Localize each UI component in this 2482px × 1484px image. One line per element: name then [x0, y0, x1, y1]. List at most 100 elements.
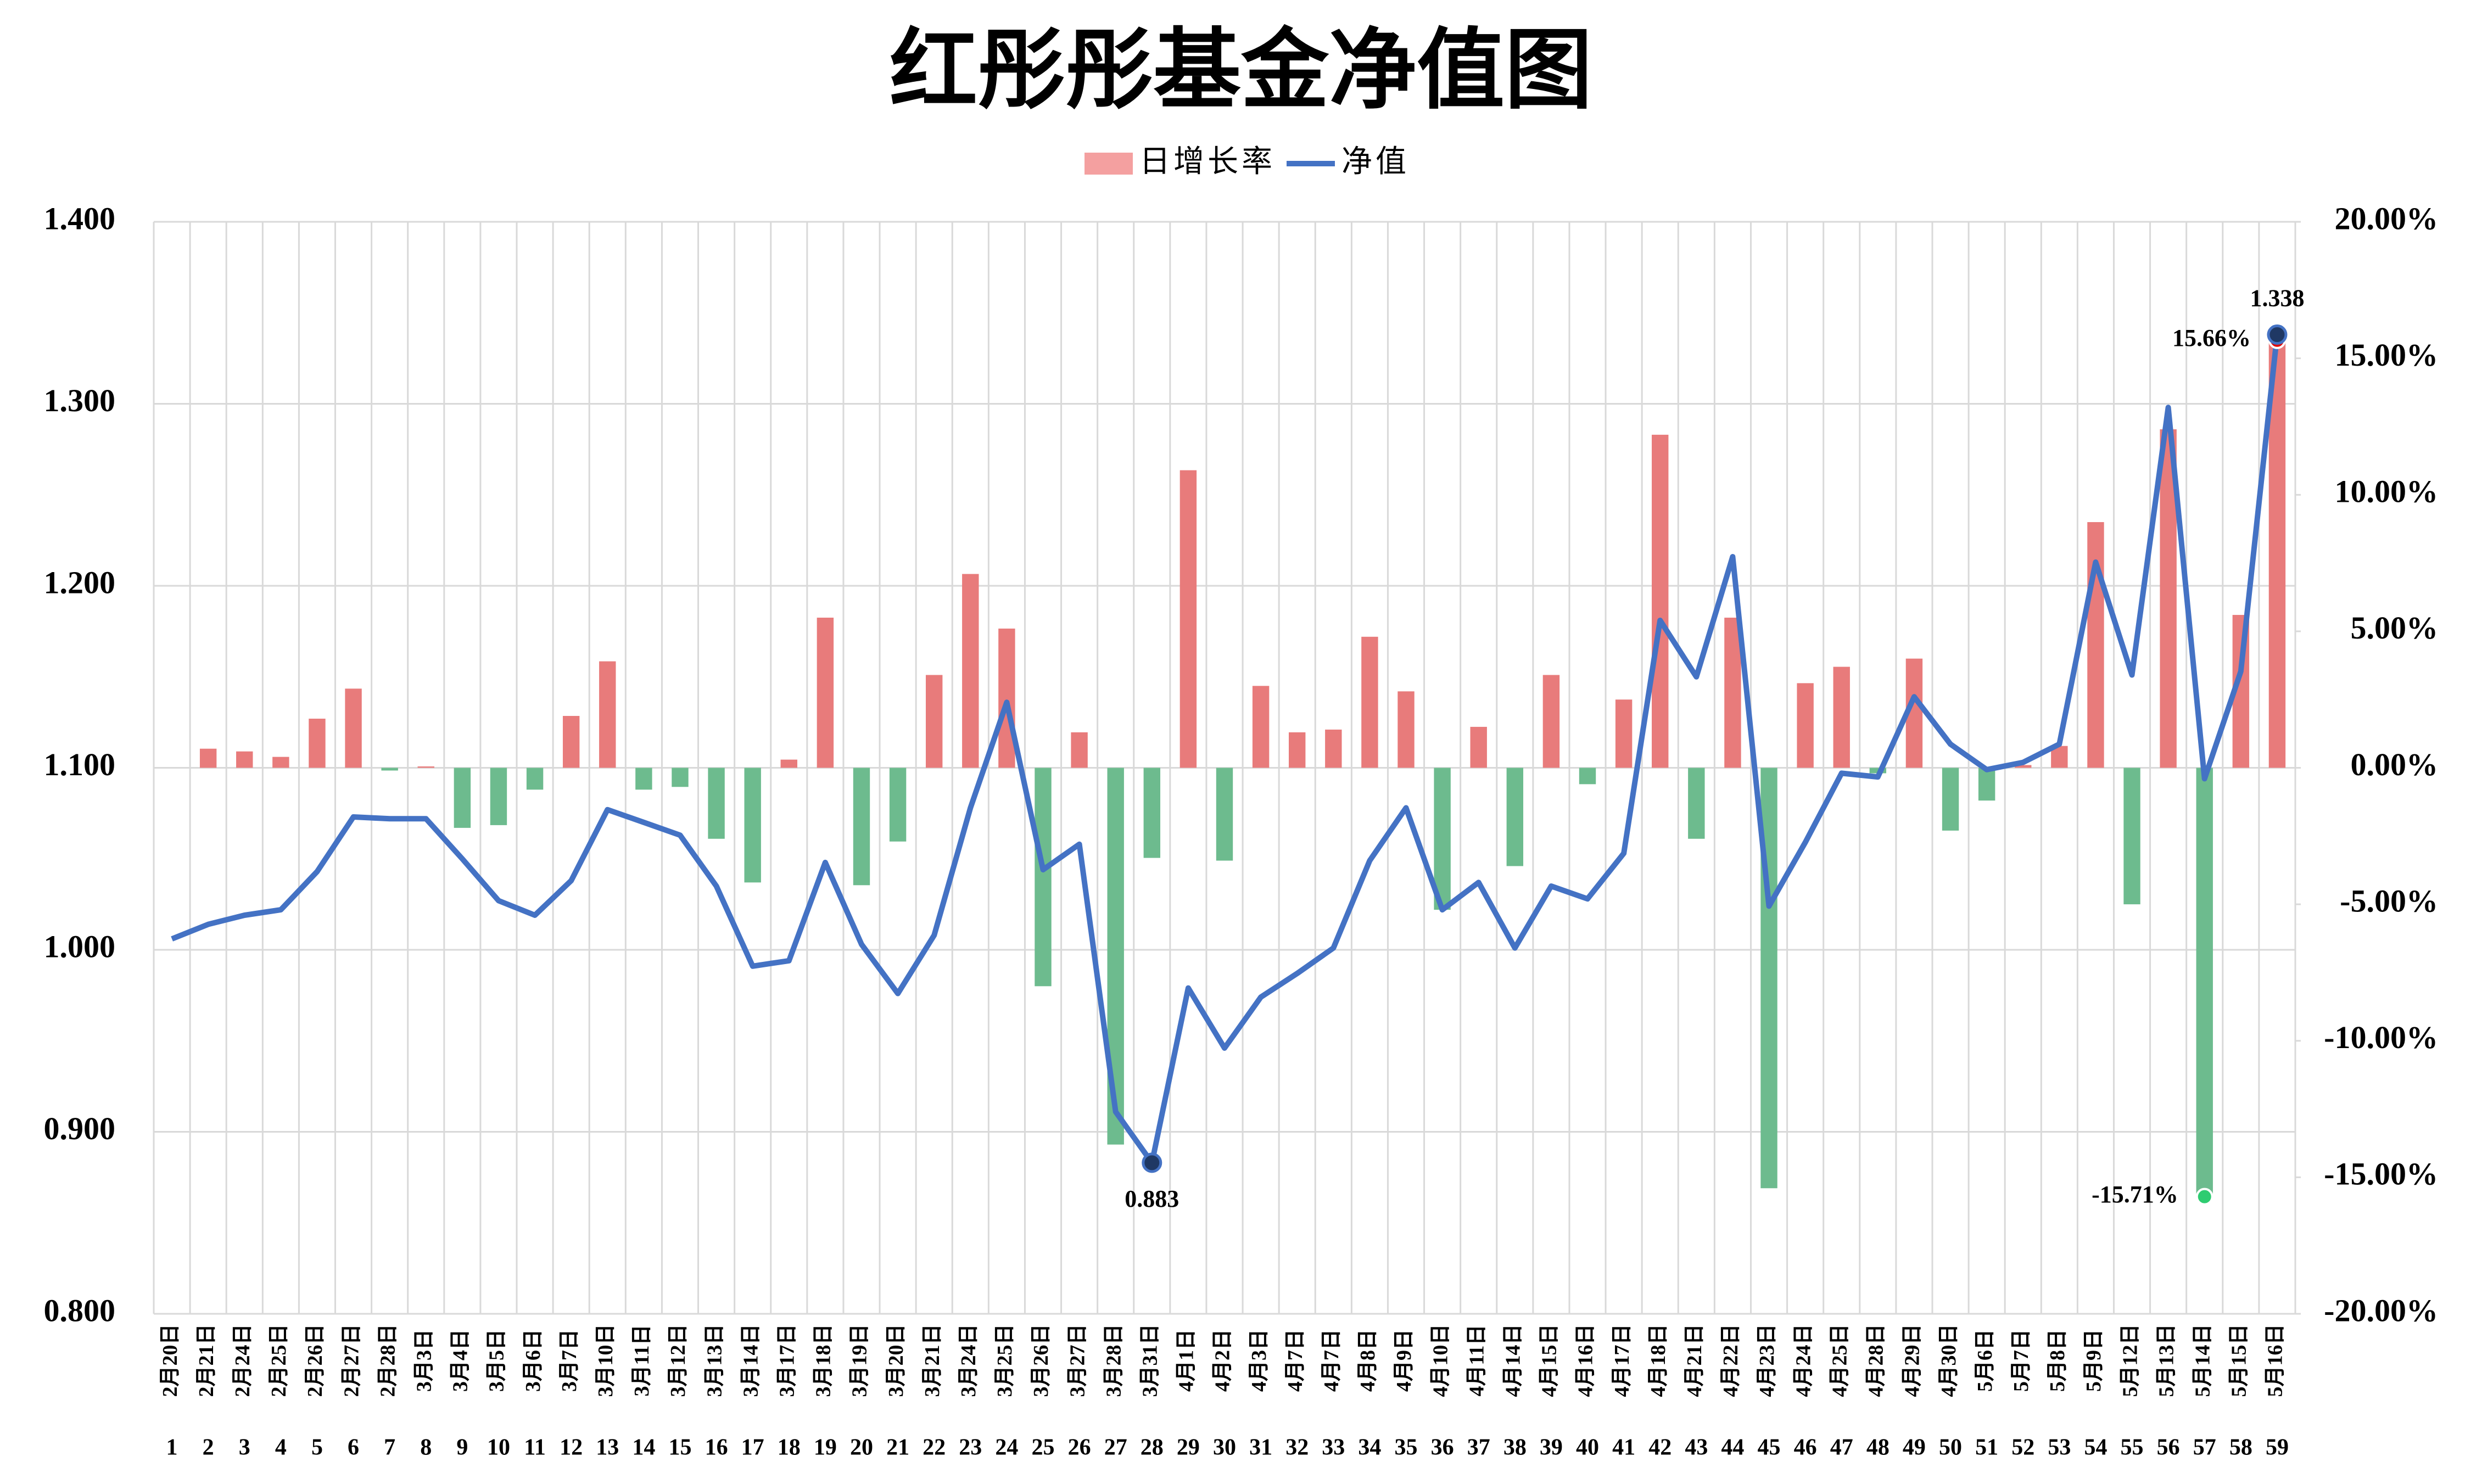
- x-index-label: 44: [1721, 1435, 1744, 1460]
- point-marker: [2195, 1188, 2213, 1206]
- x-index-label: 54: [2084, 1435, 2107, 1460]
- x-tick-label: 3月31日: [1139, 1324, 1162, 1397]
- x-tick-label: 3月7日: [558, 1329, 581, 1392]
- x-tick-label: 2月20日: [159, 1324, 182, 1397]
- x-tick-label: 4月16日: [1574, 1324, 1597, 1397]
- bar: [1252, 686, 1270, 768]
- x-tick-label: 3月12日: [667, 1324, 690, 1397]
- x-index-label: 9: [456, 1435, 468, 1460]
- x-index-label: 51: [1975, 1435, 1998, 1460]
- x-index-label: 33: [1322, 1435, 1345, 1460]
- bar: [1978, 768, 1995, 801]
- x-index-label: 5: [311, 1435, 323, 1460]
- bar: [1361, 636, 1378, 768]
- bar: [817, 618, 834, 768]
- x-index-label: 56: [2157, 1435, 2180, 1460]
- bar: [1833, 667, 1850, 768]
- x-tick-label: 3月21日: [921, 1324, 944, 1397]
- x-tick-label: 3月18日: [812, 1324, 835, 1397]
- x-index-label: 16: [705, 1435, 728, 1460]
- x-tick-label: 5月6日: [1974, 1329, 1997, 1392]
- x-index-label: 35: [1395, 1435, 1418, 1460]
- x-index-label: 26: [1068, 1435, 1091, 1460]
- x-index-label: 2: [203, 1435, 214, 1460]
- x-tick-label: 2月28日: [376, 1324, 399, 1397]
- x-index-label: 22: [923, 1435, 946, 1460]
- y2-tick-label: 0.00%: [2351, 747, 2439, 782]
- x-tick-label: 3月27日: [1066, 1324, 1089, 1397]
- bar: [454, 768, 471, 828]
- x-tick-label: 4月15日: [1538, 1324, 1561, 1397]
- x-tick-label: 2月24日: [231, 1324, 254, 1397]
- x-index-label: 39: [1540, 1435, 1563, 1460]
- line: [171, 334, 2280, 1166]
- y2-tick-label: 15.00%: [2335, 337, 2439, 373]
- x-index-label: 45: [1758, 1435, 1781, 1460]
- x-index-label: 13: [596, 1435, 619, 1460]
- x-index-label: 10: [487, 1435, 510, 1460]
- x-index-label: 21: [886, 1435, 909, 1460]
- x-index-label: 8: [420, 1435, 432, 1460]
- x-index-label: 23: [959, 1435, 982, 1460]
- bar: [708, 768, 725, 839]
- bar: [490, 768, 507, 825]
- bar: [780, 759, 797, 768]
- x-tick-label: 2月25日: [267, 1324, 290, 1397]
- y2-tick-label: -15.00%: [2324, 1156, 2438, 1192]
- x-tick-label: 4月29日: [1901, 1324, 1924, 1397]
- x-index-label: 38: [1503, 1435, 1527, 1460]
- x-index-label: 57: [2193, 1435, 2216, 1460]
- legend-swatch: [1085, 153, 1133, 175]
- x-tick-label: 4月9日: [1393, 1329, 1416, 1392]
- x-index-label: 30: [1213, 1435, 1236, 1460]
- x-tick-label: 3月28日: [1102, 1324, 1125, 1397]
- bar: [1289, 732, 1306, 768]
- y-tick-label: 1.000: [44, 928, 116, 964]
- bar: [1542, 675, 1560, 768]
- bar: [2123, 768, 2140, 905]
- bar: [1797, 683, 1814, 768]
- bar: [962, 574, 979, 768]
- y2-tick-label: 10.00%: [2335, 474, 2439, 509]
- data-label: 1.338: [2250, 285, 2304, 312]
- bar: [526, 768, 544, 790]
- x-tick-label: 4月1日: [1175, 1329, 1198, 1392]
- x-index-label: 34: [1358, 1435, 1381, 1460]
- x-index-label: 43: [1685, 1435, 1708, 1460]
- bar: [1652, 434, 1669, 768]
- x-index-label: 17: [741, 1435, 764, 1460]
- x-index-label: 50: [1939, 1435, 1962, 1460]
- x-tick-label: 4月25日: [1828, 1324, 1851, 1397]
- x-index-label: 25: [1031, 1435, 1054, 1460]
- bar: [1035, 768, 1052, 987]
- bar: [635, 768, 652, 790]
- x-tick-label: 4月11日: [1465, 1325, 1488, 1397]
- bar: [2087, 522, 2104, 768]
- y2-tick-label: -5.00%: [2340, 883, 2438, 919]
- legend-label: 净值: [1341, 144, 1410, 180]
- bar: [599, 661, 616, 768]
- x-tick-label: 5月8日: [2046, 1329, 2069, 1392]
- x-tick-label: 3月20日: [885, 1324, 908, 1397]
- x-tick-label: 4月30日: [1937, 1324, 1960, 1397]
- bar: [1506, 768, 1524, 866]
- bar: [345, 688, 362, 768]
- x-index-label: 6: [348, 1435, 359, 1460]
- x-tick-label: 2月21日: [195, 1324, 218, 1397]
- x-tick-label: 4月7日: [1284, 1329, 1307, 1392]
- bar: [998, 628, 1015, 768]
- x-index-label: 11: [524, 1435, 546, 1460]
- legend-label: 日增长率: [1139, 144, 1276, 180]
- bar: [562, 716, 580, 768]
- y2-tick-label: 5.00%: [2351, 610, 2439, 646]
- x-tick-label: 3月10日: [594, 1324, 617, 1397]
- bar: [381, 768, 398, 771]
- x-tick-label: 2月26日: [304, 1324, 327, 1397]
- x-tick-label: 3月3日: [412, 1329, 435, 1392]
- x-index-label: 37: [1467, 1435, 1490, 1460]
- bar: [1325, 729, 1342, 768]
- bar: [925, 675, 943, 768]
- x-tick-label: 5月7日: [2010, 1329, 2033, 1392]
- x-tick-label: 3月11日: [630, 1325, 653, 1397]
- y-tick-label: 1.400: [44, 200, 116, 236]
